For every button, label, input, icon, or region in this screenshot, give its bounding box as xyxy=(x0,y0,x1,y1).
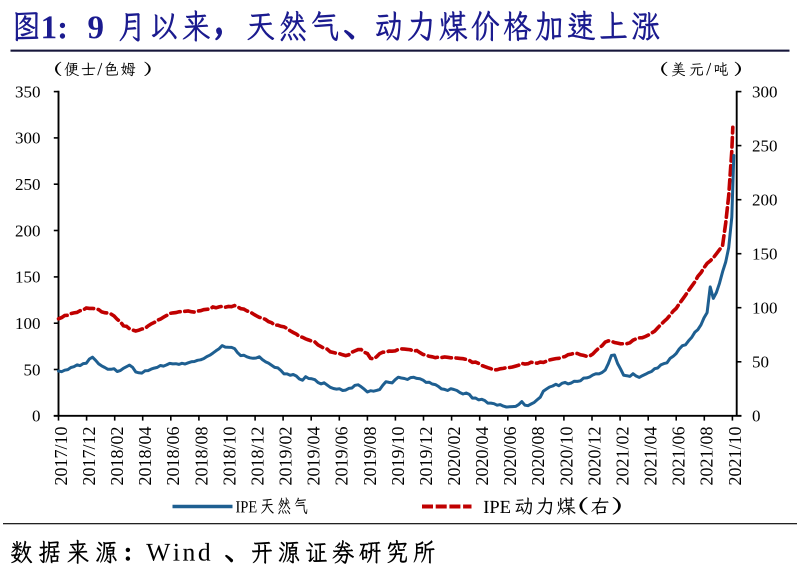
svg-text:2020/08: 2020/08 xyxy=(528,427,548,486)
svg-text:2021/02: 2021/02 xyxy=(613,427,633,486)
svg-text:2019/08: 2019/08 xyxy=(360,427,380,486)
svg-text:150: 150 xyxy=(15,268,41,287)
svg-text:100: 100 xyxy=(15,314,41,333)
svg-text:2018/02: 2018/02 xyxy=(107,427,127,486)
svg-text:350: 350 xyxy=(15,82,41,101)
svg-text:2018/08: 2018/08 xyxy=(191,427,211,486)
svg-text:2018/04: 2018/04 xyxy=(135,427,155,486)
svg-text:2019/06: 2019/06 xyxy=(332,427,352,486)
svg-text:2020/10: 2020/10 xyxy=(556,427,576,486)
svg-text:2021/10: 2021/10 xyxy=(725,427,745,486)
svg-text:2020/06: 2020/06 xyxy=(500,427,520,486)
svg-text:2017/12: 2017/12 xyxy=(79,427,99,486)
svg-text:250: 250 xyxy=(15,175,41,194)
svg-text:2017/10: 2017/10 xyxy=(51,427,71,486)
svg-text:0: 0 xyxy=(32,407,41,426)
svg-text:2018/12: 2018/12 xyxy=(248,427,268,486)
svg-text:2019/12: 2019/12 xyxy=(416,427,436,486)
svg-text:2020/02: 2020/02 xyxy=(444,427,464,486)
svg-text:0: 0 xyxy=(752,407,761,426)
svg-text:150: 150 xyxy=(752,245,778,264)
svg-text:2018/10: 2018/10 xyxy=(219,427,239,486)
svg-text:50: 50 xyxy=(24,360,41,379)
svg-text:250: 250 xyxy=(752,136,778,155)
svg-text:200: 200 xyxy=(752,191,778,210)
svg-text:2021/08: 2021/08 xyxy=(697,427,717,486)
svg-text:2019/04: 2019/04 xyxy=(304,427,324,486)
svg-text:2019/02: 2019/02 xyxy=(276,427,296,486)
svg-text:2018/06: 2018/06 xyxy=(163,427,183,486)
svg-text:300: 300 xyxy=(15,129,41,148)
svg-text:2021/04: 2021/04 xyxy=(641,427,661,486)
svg-text:50: 50 xyxy=(752,353,769,372)
svg-text:300: 300 xyxy=(752,82,778,101)
svg-text:2020/12: 2020/12 xyxy=(584,427,604,486)
svg-text:100: 100 xyxy=(752,299,778,318)
svg-text:200: 200 xyxy=(15,221,41,240)
svg-text:2019/10: 2019/10 xyxy=(388,427,408,486)
svg-text:2021/06: 2021/06 xyxy=(669,427,689,486)
svg-text:2020/04: 2020/04 xyxy=(472,427,492,486)
